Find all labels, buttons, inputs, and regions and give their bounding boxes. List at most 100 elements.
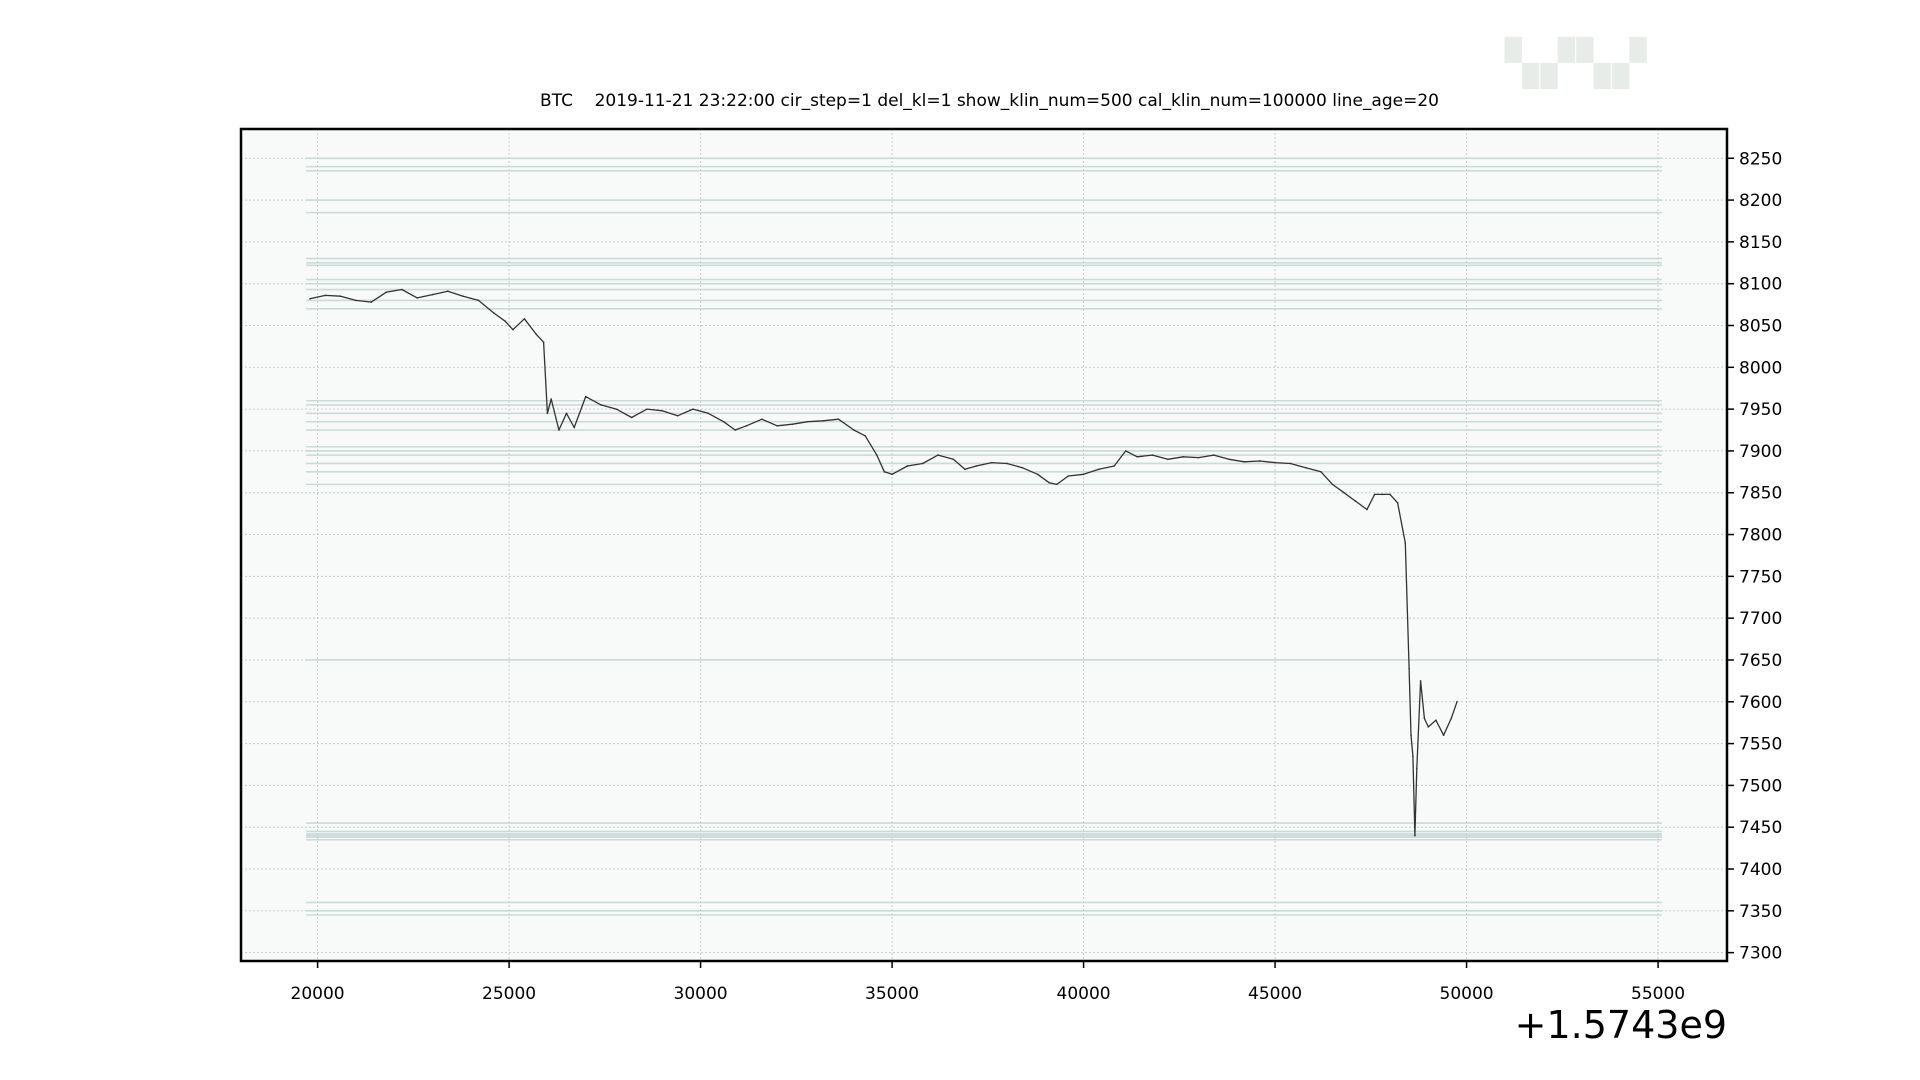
price-point <box>807 420 809 423</box>
price-point <box>512 328 514 331</box>
price-point <box>1366 508 1368 511</box>
price-point <box>1456 700 1458 703</box>
price-point <box>573 426 576 429</box>
y-tick-label: 8000 <box>1739 358 1782 378</box>
price-point <box>1036 473 1039 476</box>
price-point <box>1289 462 1292 465</box>
price-point <box>492 312 495 314</box>
price-point <box>1412 755 1414 757</box>
price-point <box>309 297 311 300</box>
price-point <box>1373 493 1376 496</box>
y-tick-label: 7750 <box>1739 567 1782 587</box>
x-tick-label: 20000 <box>291 984 345 1004</box>
price-point <box>385 291 388 293</box>
x-axis: 20000 25000 30000 35000 40000 45000 50000 55000 <box>291 961 1685 1004</box>
y-tick-label: 7300 <box>1739 944 1782 964</box>
frame-border <box>239 127 1729 963</box>
price-point <box>1006 462 1008 465</box>
price-point <box>462 295 464 298</box>
price-point <box>1404 542 1407 544</box>
price-point <box>339 295 342 298</box>
price-point <box>1410 734 1412 737</box>
price-point <box>837 418 840 420</box>
price-point <box>921 462 924 465</box>
x-offset-label: +1.5743e9 <box>1514 1003 1727 1047</box>
price-point <box>1435 719 1437 721</box>
price-point <box>1124 450 1127 452</box>
price-point <box>1396 501 1399 504</box>
price-point <box>906 465 909 467</box>
price-point <box>1419 680 1422 682</box>
price-point <box>1021 466 1024 469</box>
price-point <box>546 412 549 415</box>
price-point <box>1343 491 1345 494</box>
price-point <box>1197 456 1200 459</box>
price-point <box>745 425 748 427</box>
price-point <box>1136 455 1138 458</box>
price-point <box>447 290 449 293</box>
price-point <box>615 408 618 410</box>
price-point <box>990 461 993 464</box>
price-point <box>1113 465 1116 467</box>
price-point <box>975 465 978 467</box>
chart-title: BTC 2019-11-21 23:22:00 cir_step=1 del_k… <box>540 91 1439 111</box>
y-tick-label: 8250 <box>1739 149 1782 169</box>
x-tick-label: 45000 <box>1248 984 1302 1004</box>
price-point <box>535 333 537 335</box>
price-point <box>431 293 434 296</box>
price-point <box>1048 481 1050 484</box>
price-point <box>416 297 418 299</box>
price-point <box>761 418 763 420</box>
price-point <box>952 458 955 461</box>
price-point <box>852 429 855 431</box>
y-tick-label: 7700 <box>1739 609 1782 629</box>
price-point <box>1442 734 1445 737</box>
x-tick-label: 40000 <box>1057 984 1111 1004</box>
price-point <box>661 409 664 412</box>
price-point <box>883 471 886 473</box>
price-point <box>523 318 526 320</box>
price-point <box>937 454 939 456</box>
y-tick-label: 7500 <box>1739 776 1782 796</box>
price-point <box>1151 454 1154 456</box>
price-point <box>646 408 648 410</box>
y-tick-label: 8050 <box>1739 317 1782 337</box>
y-tick-label: 7600 <box>1739 693 1782 713</box>
price-point <box>1258 460 1261 462</box>
price-point <box>1082 473 1085 476</box>
x-tick-label: 25000 <box>482 984 536 1004</box>
price-point <box>1167 458 1169 461</box>
price-point <box>791 423 794 425</box>
price-point <box>1067 475 1070 477</box>
price-point <box>477 299 480 302</box>
y-tick-label: 8200 <box>1739 191 1782 211</box>
price-point <box>370 301 373 303</box>
y-tick-label: 7900 <box>1739 442 1782 462</box>
price-point <box>1055 483 1058 486</box>
y-tick-label: 7800 <box>1739 526 1782 546</box>
y-tick-label: 7550 <box>1739 735 1782 755</box>
price-point <box>542 341 545 344</box>
price-point <box>324 294 327 297</box>
price-point <box>1381 493 1384 496</box>
y-axis: 7300 7350 7400 7450 7500 7550 7600 7650 7700 7750… <box>1727 149 1782 964</box>
price-point <box>1243 461 1246 463</box>
price-point <box>1304 466 1307 469</box>
price-point <box>1450 717 1453 720</box>
price-point <box>1423 717 1426 720</box>
price-point <box>565 412 568 415</box>
x-tick-label: 50000 <box>1440 984 1494 1004</box>
price-point <box>1320 471 1322 473</box>
price-point <box>600 404 602 406</box>
price-point <box>822 420 824 422</box>
y-tick-label: 7950 <box>1739 400 1782 420</box>
price-point <box>1415 767 1418 770</box>
y-tick-label: 7450 <box>1739 818 1782 838</box>
price-point <box>692 408 694 410</box>
y-tick-label: 8150 <box>1739 233 1782 253</box>
y-tick-label: 7350 <box>1739 902 1782 922</box>
price-point <box>1408 667 1410 670</box>
y-tick-label: 8100 <box>1739 275 1782 295</box>
price-point <box>864 435 867 437</box>
